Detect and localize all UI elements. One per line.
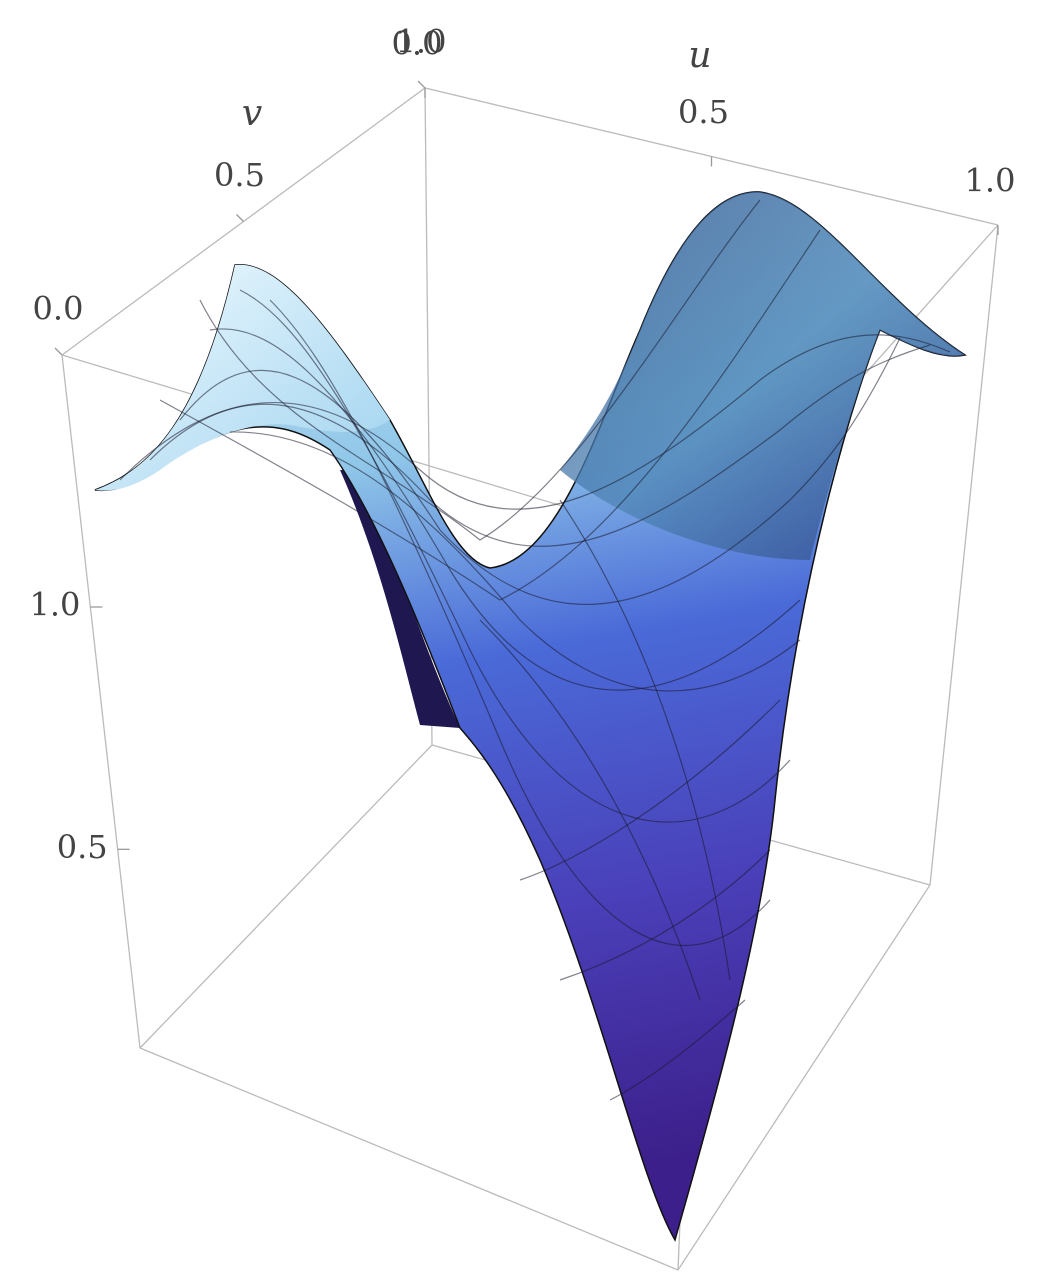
- tick-mark: [417, 80, 426, 89]
- tick-label: 1.0: [965, 162, 1016, 200]
- surface-mesh: [119, 199, 951, 1101]
- tick-label: 1.0: [29, 586, 80, 624]
- surface: [94, 191, 967, 1242]
- tick-mark: [54, 347, 63, 356]
- axis-label: v: [242, 93, 262, 134]
- tick-label: 0.0: [33, 290, 84, 328]
- axis-label: u: [688, 35, 711, 76]
- surface-fold: [340, 470, 460, 728]
- tick-label: 1.0: [396, 23, 447, 61]
- surface-left-lobe: [95, 264, 390, 491]
- tick-label: 0.5: [57, 828, 108, 866]
- tick-mark: [236, 214, 244, 222]
- tick-label: 0.0: [392, 25, 443, 63]
- surface-right-lobe: [560, 191, 965, 560]
- tick-label: 0.5: [678, 93, 729, 131]
- tick-label: 0.5: [214, 156, 265, 194]
